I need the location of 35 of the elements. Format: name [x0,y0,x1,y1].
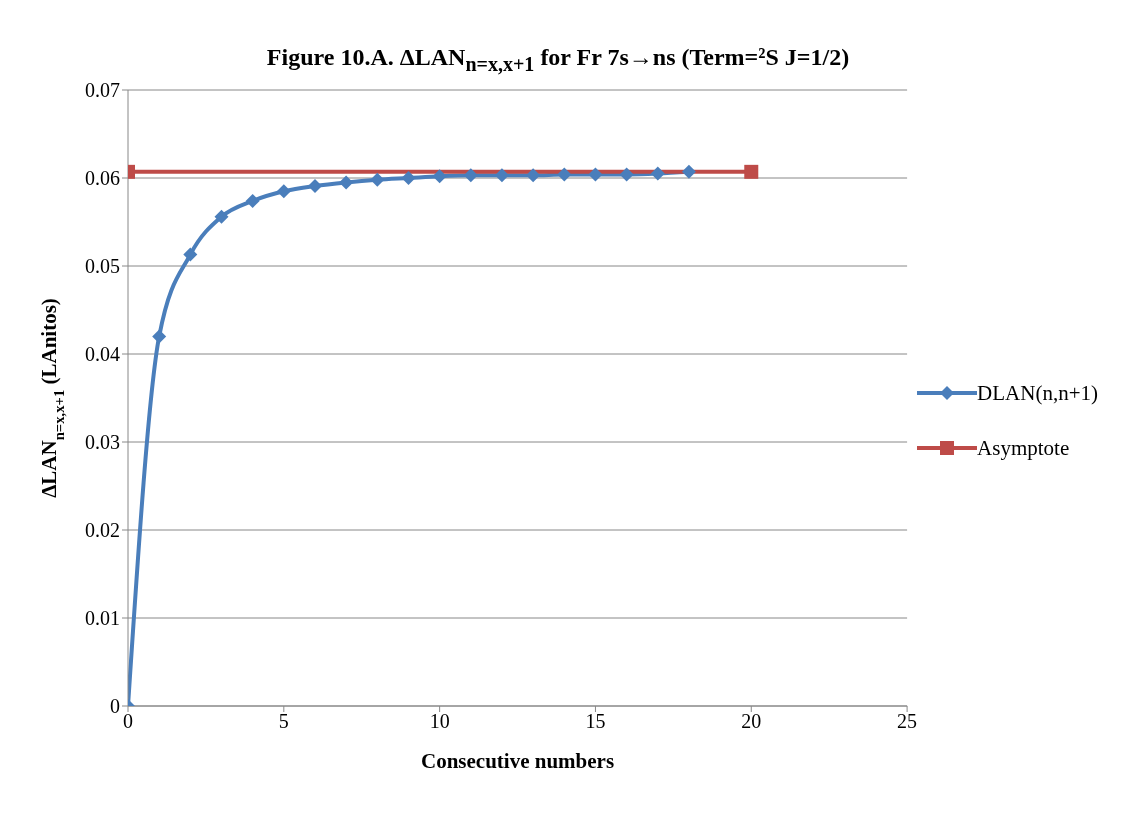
x-axis-title: Consecutive numbers [421,748,615,773]
y-tick-label: 0.03 [85,430,120,453]
point [650,166,665,181]
x-tick-label: 10 [429,710,450,732]
y-tick-label: 0.04 [85,342,120,365]
point [339,175,354,190]
point [681,164,696,179]
point [307,178,322,193]
point [588,167,603,182]
legend-label: DLAN(n,n+1) [977,380,1098,406]
legend-label: Asymptote [977,435,1070,461]
point [526,168,541,183]
point [245,193,260,208]
point [463,168,478,183]
point [183,247,198,262]
y-tick-label: 0 [110,694,120,717]
point [619,167,634,182]
x-tick-label: 20 [741,710,762,732]
y-tick-label: 0.07 [85,78,120,101]
point [557,167,572,182]
point [401,170,416,185]
point [214,209,229,224]
y-tick-label: 0.01 [85,606,120,629]
chart-title: Figure 10.A. ΔLAN$_{n=x,x+1}$ for Fr 7s→ns (Term=²S J=1/2) [265,43,851,76]
x-tick-label: 15 [585,710,606,732]
point [432,169,447,184]
y-tick-label: 0.06 [85,166,120,189]
y-tick-label: 0.05 [85,254,120,277]
x-tick-label: 25 [897,710,918,732]
point [494,168,509,183]
point [276,184,291,198]
point [152,329,167,344]
x-tick-label: 5 [278,710,289,732]
point [370,172,385,187]
y-tick-label: 0.02 [85,518,120,541]
